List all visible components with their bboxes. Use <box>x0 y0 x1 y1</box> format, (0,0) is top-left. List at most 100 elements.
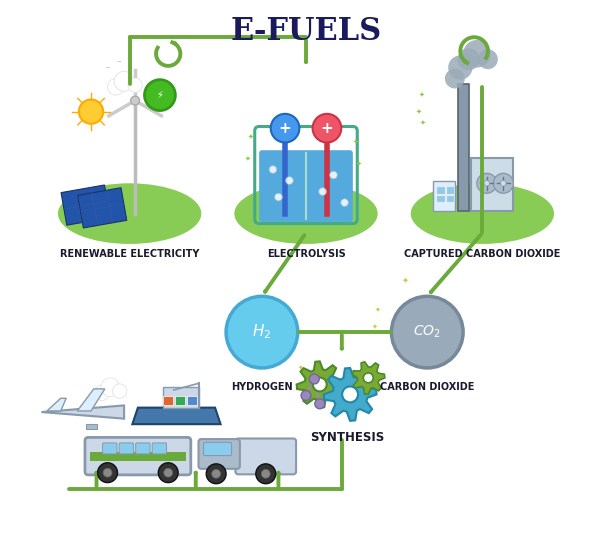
Circle shape <box>493 173 513 193</box>
Circle shape <box>226 296 297 368</box>
Circle shape <box>458 48 480 70</box>
Circle shape <box>94 385 110 401</box>
Circle shape <box>131 96 140 105</box>
FancyBboxPatch shape <box>198 439 240 469</box>
Circle shape <box>341 199 348 207</box>
Polygon shape <box>297 361 343 408</box>
Circle shape <box>309 374 319 384</box>
Polygon shape <box>47 398 66 411</box>
Circle shape <box>206 464 226 484</box>
Circle shape <box>484 181 490 186</box>
FancyBboxPatch shape <box>163 387 198 408</box>
FancyBboxPatch shape <box>236 439 296 474</box>
Text: ~: ~ <box>116 59 121 64</box>
Polygon shape <box>86 424 97 429</box>
FancyBboxPatch shape <box>437 187 444 193</box>
Circle shape <box>271 114 299 142</box>
Circle shape <box>212 469 220 478</box>
Text: CAPTURED CARBON DIOXIDE: CAPTURED CARBON DIOXIDE <box>404 249 561 259</box>
Text: E-FUELS: E-FUELS <box>230 16 382 47</box>
Circle shape <box>286 177 293 184</box>
FancyBboxPatch shape <box>203 442 231 455</box>
Polygon shape <box>78 188 127 228</box>
Text: ✦: ✦ <box>297 365 304 371</box>
Circle shape <box>114 71 134 91</box>
Circle shape <box>101 378 120 397</box>
FancyBboxPatch shape <box>471 158 513 211</box>
Circle shape <box>315 399 325 409</box>
Text: ⚡: ⚡ <box>157 90 163 100</box>
Circle shape <box>313 114 341 142</box>
Circle shape <box>159 463 178 483</box>
Ellipse shape <box>411 183 554 244</box>
FancyBboxPatch shape <box>152 443 166 454</box>
Text: $CO_2$: $CO_2$ <box>413 324 441 340</box>
Circle shape <box>275 193 282 201</box>
Text: ✦: ✦ <box>245 156 251 161</box>
Text: ✦: ✦ <box>416 109 422 115</box>
Text: ✦: ✦ <box>356 161 361 167</box>
FancyBboxPatch shape <box>447 196 453 202</box>
Text: ✦: ✦ <box>248 134 254 140</box>
FancyBboxPatch shape <box>85 438 191 475</box>
FancyBboxPatch shape <box>119 443 133 454</box>
Text: ✦: ✦ <box>372 324 378 330</box>
Polygon shape <box>352 362 385 394</box>
Circle shape <box>342 387 358 402</box>
FancyBboxPatch shape <box>437 196 444 202</box>
Polygon shape <box>77 389 105 411</box>
Text: ✦: ✦ <box>419 92 425 98</box>
Circle shape <box>501 181 506 186</box>
Text: RENEWABLE ELECTRICITY: RENEWABLE ELECTRICITY <box>60 249 200 259</box>
FancyBboxPatch shape <box>433 181 455 211</box>
Circle shape <box>128 78 142 93</box>
Circle shape <box>448 55 472 80</box>
Ellipse shape <box>58 183 201 244</box>
Circle shape <box>231 302 292 362</box>
FancyBboxPatch shape <box>175 396 185 405</box>
Circle shape <box>301 391 311 401</box>
Text: ✦: ✦ <box>353 139 359 145</box>
Circle shape <box>113 384 127 398</box>
Polygon shape <box>324 368 376 421</box>
FancyBboxPatch shape <box>103 443 117 454</box>
Circle shape <box>319 188 326 196</box>
FancyBboxPatch shape <box>136 443 150 454</box>
Circle shape <box>269 166 277 173</box>
Polygon shape <box>132 408 220 424</box>
Circle shape <box>164 468 173 477</box>
Text: ✦: ✦ <box>401 275 409 284</box>
Polygon shape <box>61 185 110 225</box>
FancyBboxPatch shape <box>163 396 173 405</box>
Text: ✦: ✦ <box>420 120 426 126</box>
Circle shape <box>477 173 497 193</box>
Text: ✦: ✦ <box>375 307 381 313</box>
Circle shape <box>144 80 176 111</box>
Circle shape <box>261 469 270 478</box>
Text: +: + <box>321 121 334 136</box>
Text: ELECTROLYSIS: ELECTROLYSIS <box>267 249 345 259</box>
FancyBboxPatch shape <box>90 452 186 460</box>
Ellipse shape <box>234 183 378 244</box>
Circle shape <box>463 40 491 68</box>
Circle shape <box>478 49 498 69</box>
Circle shape <box>98 463 118 483</box>
Text: +: + <box>278 121 291 136</box>
Text: ~: ~ <box>105 65 110 70</box>
Circle shape <box>445 69 465 89</box>
Polygon shape <box>42 406 124 419</box>
Text: CARBON DIOXIDE: CARBON DIOXIDE <box>380 382 474 392</box>
FancyBboxPatch shape <box>447 187 453 193</box>
Text: SYNTHESIS: SYNTHESIS <box>310 432 384 444</box>
Polygon shape <box>458 84 469 211</box>
Text: HYDROGEN: HYDROGEN <box>231 382 293 392</box>
Circle shape <box>392 296 463 368</box>
Circle shape <box>364 373 373 383</box>
FancyBboxPatch shape <box>187 396 198 405</box>
Circle shape <box>79 100 103 124</box>
Circle shape <box>103 468 112 477</box>
Circle shape <box>256 464 275 484</box>
FancyBboxPatch shape <box>259 150 353 222</box>
Text: $H_2$: $H_2$ <box>252 323 272 341</box>
Circle shape <box>330 171 337 179</box>
